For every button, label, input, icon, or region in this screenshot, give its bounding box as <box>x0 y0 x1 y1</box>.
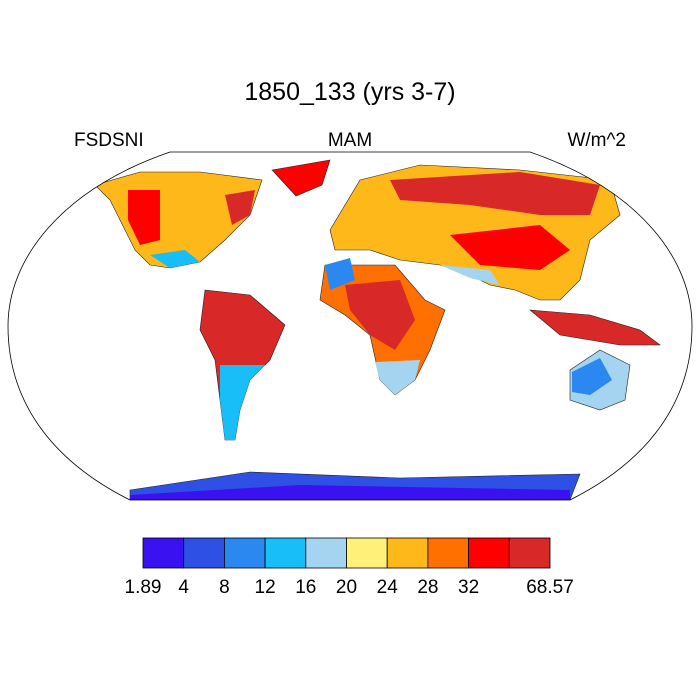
land <box>529 309 661 346</box>
colorbar-box <box>346 537 388 569</box>
colorbar-box <box>305 537 347 569</box>
land <box>130 485 570 500</box>
colorbar-label: 68.57 <box>526 577 574 598</box>
colorbar-label: 1.89 <box>125 577 162 598</box>
land <box>150 250 200 268</box>
colorbar-label: 28 <box>417 577 438 598</box>
land <box>345 280 415 350</box>
colorbar-box <box>427 537 469 569</box>
title: 1850_133 (yrs 3-7) <box>244 78 455 106</box>
colorbar-box <box>468 537 510 569</box>
units-label: W/m^2 <box>567 130 626 151</box>
land <box>225 190 255 225</box>
land <box>128 190 160 245</box>
variable-label: FSDSNI <box>74 130 144 151</box>
colorbar-label: 32 <box>458 577 479 598</box>
colorbar: 1.89 4 8 12 16 20 24 28 32 68.57 <box>125 537 574 598</box>
colorbar-label: 8 <box>219 577 230 598</box>
colorbar-box <box>142 537 185 569</box>
colorbar-label: 12 <box>255 577 276 598</box>
land <box>271 159 331 197</box>
land <box>450 225 570 270</box>
land <box>375 360 420 395</box>
colorbar-box <box>264 537 307 569</box>
land <box>390 172 600 215</box>
colorbar-label: 4 <box>178 577 189 598</box>
season-label: MAM <box>328 130 372 151</box>
colorbar-label: 16 <box>295 577 316 598</box>
map <box>7 151 693 501</box>
land <box>440 265 500 285</box>
colorbar-label: 20 <box>336 577 357 598</box>
colorbar-box <box>508 537 551 569</box>
colorbar-box <box>386 537 429 569</box>
colorbar-box <box>223 537 266 569</box>
land <box>325 258 355 290</box>
colorbar-label: 24 <box>377 577 399 598</box>
land <box>220 365 265 440</box>
colorbar-box <box>183 537 225 569</box>
land <box>572 358 612 395</box>
map-outline <box>7 151 693 501</box>
